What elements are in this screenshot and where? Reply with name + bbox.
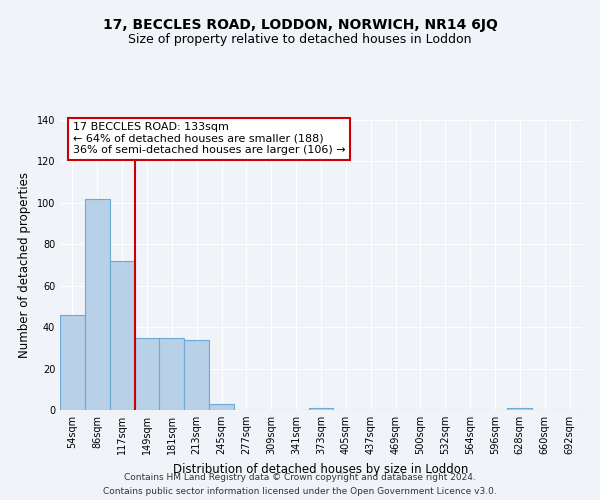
Bar [60,314,85,410]
X-axis label: Distribution of detached houses by size in Loddon: Distribution of detached houses by size … [173,462,469,475]
Bar [308,408,334,410]
Text: Contains public sector information licensed under the Open Government Licence v3: Contains public sector information licen… [103,486,497,496]
Text: 17, BECCLES ROAD, LODDON, NORWICH, NR14 6JQ: 17, BECCLES ROAD, LODDON, NORWICH, NR14 … [103,18,497,32]
Y-axis label: Number of detached properties: Number of detached properties [18,172,31,358]
Bar [134,338,160,410]
Bar [160,338,184,410]
Bar [508,408,532,410]
Bar [85,198,110,410]
Bar [184,340,209,410]
Bar [110,261,134,410]
Bar [209,404,234,410]
Text: Size of property relative to detached houses in Loddon: Size of property relative to detached ho… [128,32,472,46]
Text: Contains HM Land Registry data © Crown copyright and database right 2024.: Contains HM Land Registry data © Crown c… [124,473,476,482]
Text: 17 BECCLES ROAD: 133sqm
← 64% of detached houses are smaller (188)
36% of semi-d: 17 BECCLES ROAD: 133sqm ← 64% of detache… [73,122,346,156]
